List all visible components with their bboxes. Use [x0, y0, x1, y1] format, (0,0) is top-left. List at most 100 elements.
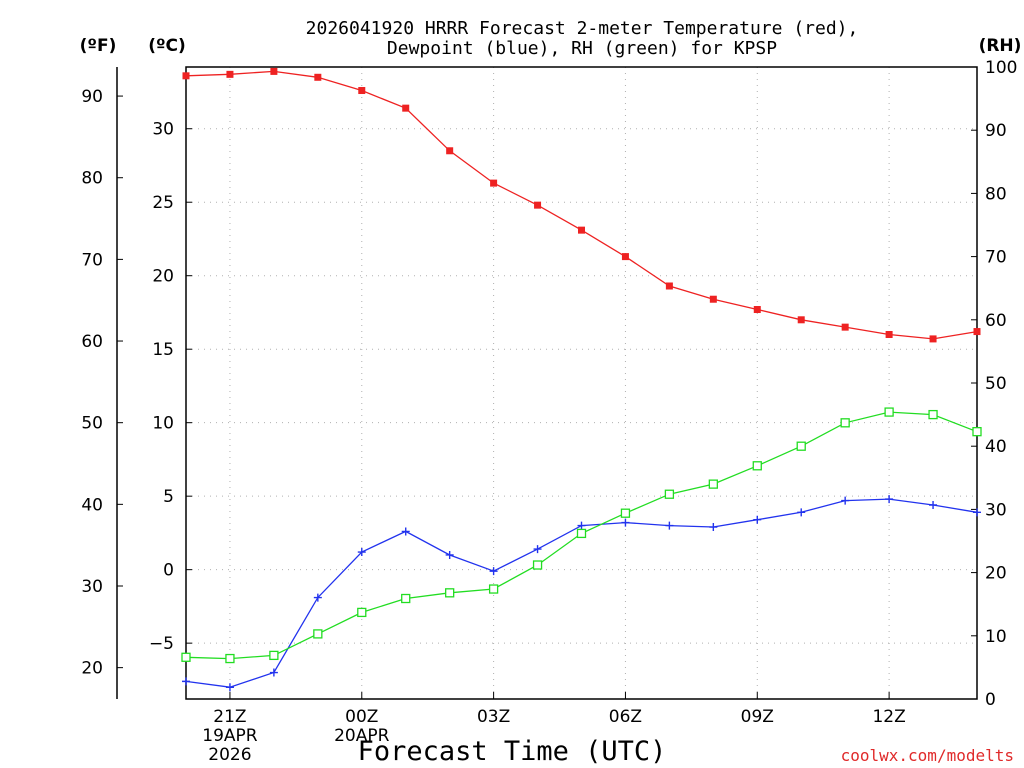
time-tick-label: 00Z — [345, 707, 378, 727]
rh-point — [488, 584, 499, 594]
time-tick-label: 09Z — [741, 707, 774, 727]
time-tick-label: 19APR — [202, 726, 258, 746]
gridlines — [186, 67, 977, 699]
fahrenheit-unit-label: (ºF) — [80, 36, 117, 56]
temperature-point — [182, 72, 190, 80]
rh-tick-label: 90 — [985, 121, 1007, 141]
rh-point — [225, 653, 235, 664]
temperature-point — [446, 147, 454, 155]
temperature-point — [534, 201, 542, 209]
temperature-line — [185, 70, 978, 340]
celsius-tick-label: 20 — [152, 267, 174, 287]
rh-tick-label: 80 — [985, 184, 1007, 204]
time-tick-label: 12Z — [872, 707, 905, 727]
celsius-axis: 30 25 20 15 10 5 0 −5 — [149, 120, 192, 654]
fahrenheit-tick-label: 50 — [81, 414, 103, 434]
dewpoint-point — [357, 548, 366, 557]
fahrenheit-tick-label: 40 — [81, 495, 103, 515]
time-tick-label: 2026 — [208, 745, 251, 765]
celsius-tick-label: −5 — [149, 634, 174, 654]
celsius-tick-label: 30 — [152, 120, 174, 140]
dewpoint-point — [709, 523, 718, 532]
rh-point — [884, 407, 894, 417]
time-tick-label: 20APR — [334, 726, 390, 746]
rh-point — [313, 629, 323, 639]
temperature-point — [665, 282, 673, 290]
rh-point — [445, 588, 455, 598]
rh-tick-label: 50 — [985, 374, 1007, 394]
rh-point — [181, 652, 191, 662]
rh-tick-label: 40 — [985, 437, 1007, 457]
rh-tick-label: 30 — [985, 500, 1007, 520]
plot-frame — [185, 66, 978, 700]
temperature-point — [621, 253, 629, 261]
temperature-point — [578, 226, 585, 234]
temperature-point — [709, 295, 717, 303]
rh-tick-label: 0 — [985, 690, 996, 710]
dewpoint-point — [313, 593, 322, 602]
rh-tick-label: 60 — [985, 311, 1007, 331]
rh-point — [664, 489, 675, 499]
dewpoint-point — [445, 550, 454, 559]
rh-tick-label: 70 — [985, 248, 1007, 268]
temperature-point — [270, 67, 278, 75]
rh-axis: 0 10 20 30 40 50 60 70 80 90 100 — [971, 58, 1017, 710]
dewpoint-point — [929, 500, 938, 509]
dewpoint-point — [665, 521, 674, 530]
rh-point — [840, 418, 850, 428]
celsius-tick-label: 15 — [152, 340, 174, 360]
temperature-point — [226, 70, 234, 78]
rh-unit-label: (RH) — [979, 36, 1022, 56]
temperature-point — [973, 328, 981, 336]
dewpoint-point — [841, 496, 850, 505]
celsius-tick-label: 0 — [163, 561, 174, 581]
dewpoint-point — [269, 668, 278, 677]
rh-point — [796, 441, 806, 451]
fahrenheit-tick-label: 80 — [81, 169, 103, 189]
rh-point — [576, 528, 587, 539]
temperature-point — [797, 316, 805, 324]
rh-point — [752, 461, 762, 471]
temperature-point — [753, 306, 761, 314]
rh-point — [972, 427, 982, 437]
source-credit: coolwx.com/modelts — [841, 746, 1014, 765]
rh-tick-label: 20 — [985, 564, 1007, 584]
temperature-point — [929, 335, 937, 343]
dewpoint-point — [182, 677, 190, 686]
temperature-point — [402, 104, 410, 112]
dewpoint-point — [533, 545, 542, 554]
rh-point — [532, 560, 543, 570]
temperature-point — [314, 73, 322, 81]
time-tick-label: 06Z — [609, 707, 642, 727]
chart-title-line-1: 2026041920 HRRR Forecast 2-meter Tempera… — [306, 18, 859, 39]
temperature-point — [841, 323, 849, 331]
temperature-point — [490, 179, 498, 187]
x-axis-label: Forecast Time (UTC) — [358, 736, 667, 767]
dewpoint-point — [885, 495, 894, 504]
celsius-unit-label: (ºC) — [148, 36, 186, 56]
fahrenheit-tick-label: 20 — [81, 659, 103, 679]
dewpoint-point — [797, 508, 806, 517]
rh-point — [357, 607, 367, 618]
temperature-point — [885, 330, 893, 338]
rh-tick-label: 100 — [985, 58, 1017, 78]
fahrenheit-tick-label: 90 — [81, 87, 103, 107]
time-tick-label: 21Z — [213, 707, 246, 727]
dewpoint-point — [577, 521, 586, 530]
data-series — [181, 67, 982, 692]
chart-title-line-2: Dewpoint (blue), RH (green) for KPSP — [387, 38, 777, 59]
celsius-tick-label: 25 — [152, 193, 174, 213]
fahrenheit-tick-label: 30 — [81, 577, 103, 597]
rh-point — [401, 593, 411, 604]
dewpoint-point — [401, 527, 410, 536]
time-tick-label: 03Z — [477, 707, 510, 727]
rh-point — [620, 508, 631, 518]
temperature-point — [358, 87, 366, 95]
rh-tick-label: 10 — [985, 627, 1007, 647]
celsius-tick-label: 10 — [152, 414, 174, 434]
fahrenheit-tick-label: 70 — [81, 250, 103, 270]
dewpoint-point — [973, 508, 981, 517]
fahrenheit-tick-label: 60 — [81, 332, 103, 352]
rh-point — [269, 650, 279, 661]
